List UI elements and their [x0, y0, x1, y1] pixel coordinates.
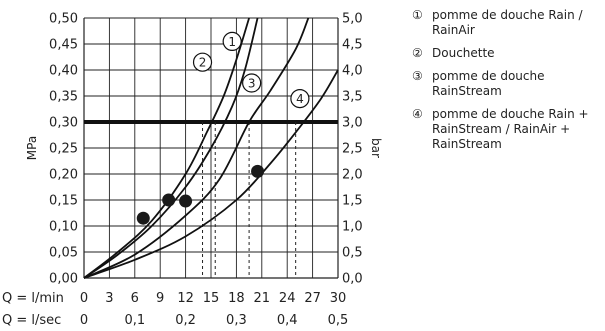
y-axis-label-left: MPa	[25, 136, 39, 160]
curve-2	[83, 17, 250, 279]
curves: 1 2 3 4	[83, 17, 339, 279]
y-tick-right: 3,0	[342, 116, 363, 131]
legend-text: Douchette	[432, 46, 495, 60]
x-tick-lmin: 30	[330, 291, 347, 306]
x-tick-lmin: 9	[156, 291, 164, 306]
x-tick-lmin: 15	[203, 291, 220, 306]
y-tick-left: 0,05	[49, 246, 78, 261]
x-tick-lsec: 0	[80, 313, 88, 328]
y-axis-label-right: bar	[369, 138, 383, 158]
tick-labels: 0,500,450,400,350,300,250,200,150,100,05…	[49, 12, 363, 329]
x-tick-lsec: 0,1	[124, 313, 145, 328]
legend: ① pomme de douche Rain / RainAir ② Douch…	[412, 8, 602, 160]
legend-item-2: ② Douchette	[412, 46, 602, 61]
curve-3	[83, 17, 310, 279]
y-tick-right: 4,5	[342, 38, 363, 53]
curve-1	[83, 17, 259, 279]
curve-label-1: 1	[228, 35, 236, 49]
x-tick-lmin: 27	[304, 291, 321, 306]
y-tick-left: 0,30	[49, 116, 78, 131]
x-axis-label-lmin: Q = l/min	[2, 291, 64, 306]
legend-number: ①	[412, 8, 423, 22]
curve-label-4: 4	[296, 92, 304, 106]
x-tick-lsec: 0,5	[328, 313, 349, 328]
y-tick-right: 0,0	[342, 272, 363, 287]
curve-label-3: 3	[248, 77, 256, 91]
y-tick-right: 1,0	[342, 220, 363, 235]
y-tick-left: 0,10	[49, 220, 78, 235]
y-tick-left: 0,25	[49, 142, 78, 157]
y-tick-left: 0,45	[49, 38, 78, 53]
y-tick-right: 4,0	[342, 64, 363, 79]
legend-item-1: ① pomme de douche Rain / RainAir	[412, 8, 602, 38]
legend-number: ③	[412, 69, 423, 83]
legend-item-4: ④ pomme de douche Rain + RainStream / Ra…	[412, 107, 602, 152]
legend-number: ②	[412, 46, 423, 60]
legend-text: pomme de douche Rain / RainAir	[432, 8, 583, 37]
x-tick-lmin: 21	[254, 291, 271, 306]
x-tick-lmin: 3	[105, 291, 113, 306]
legend-number: ④	[412, 107, 423, 121]
data-point-3	[179, 194, 193, 208]
data-point-4	[251, 164, 265, 178]
x-tick-lmin: 0	[80, 291, 88, 306]
x-tick-lmin: 18	[228, 291, 245, 306]
y-tick-left: 0,00	[49, 272, 78, 287]
x-tick-lmin: 6	[131, 291, 139, 306]
y-tick-left: 0,15	[49, 194, 78, 209]
y-tick-right: 3,5	[342, 90, 363, 105]
y-tick-right: 5,0	[342, 12, 363, 27]
data-points	[136, 164, 265, 225]
legend-text: pomme de douche RainStream	[432, 69, 545, 98]
x-tick-lmin: 12	[177, 291, 194, 306]
y-tick-left: 0,40	[49, 64, 78, 79]
y-tick-left: 0,50	[49, 12, 78, 27]
y-tick-right: 2,0	[342, 168, 363, 183]
data-point-1	[136, 211, 150, 225]
y-tick-right: 2,5	[342, 142, 363, 157]
x-tick-lmin: 24	[279, 291, 296, 306]
curve-4	[83, 69, 339, 279]
data-point-2	[162, 193, 176, 207]
x-tick-lsec: 0,2	[175, 313, 196, 328]
curve-label-circle-2	[192, 52, 213, 72]
x-tick-lsec: 0,4	[277, 313, 298, 328]
y-tick-left: 0,20	[49, 168, 78, 183]
y-tick-right: 1,5	[342, 194, 363, 209]
y-tick-right: 0,5	[342, 246, 363, 261]
legend-text: pomme de douche Rain + RainStream / Rain…	[432, 107, 589, 151]
curve-label-circle-3	[242, 73, 262, 93]
legend-item-3: ③ pomme de douche RainStream	[412, 69, 602, 99]
curve-label-2: 2	[199, 56, 207, 70]
x-tick-lsec: 0,3	[226, 313, 247, 328]
x-axis-label-lsec: Q = l/sec	[2, 313, 61, 328]
y-tick-left: 0,35	[49, 90, 78, 105]
curve-label-circle-4	[290, 88, 310, 109]
